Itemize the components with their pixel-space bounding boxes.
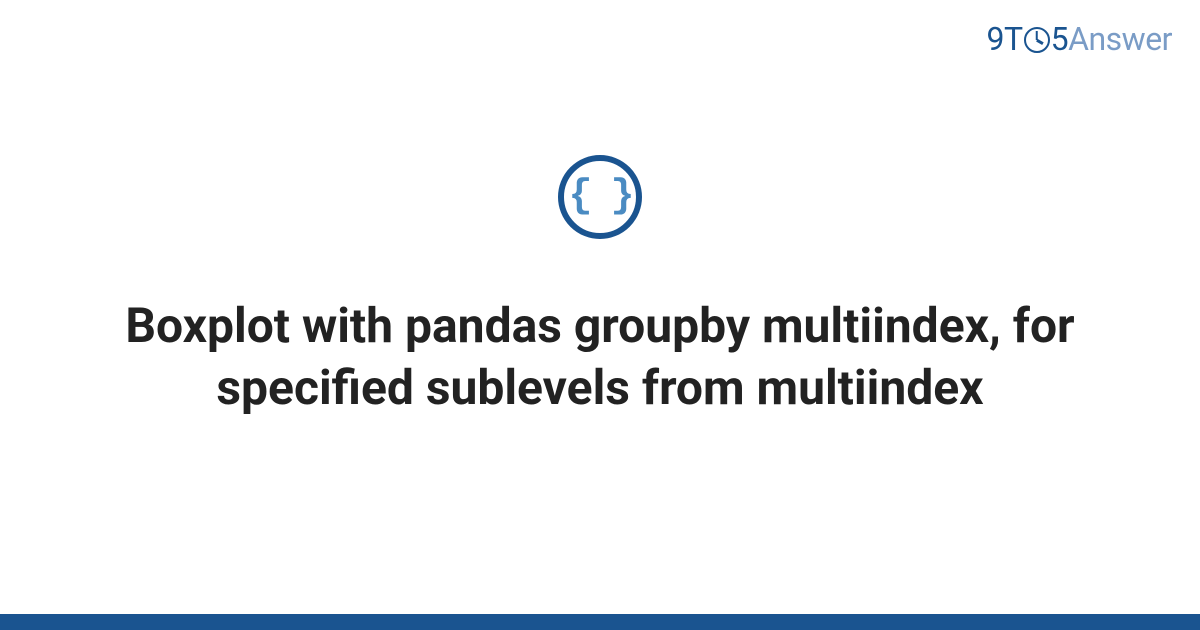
icon-circle: { } bbox=[558, 155, 642, 239]
brand-logo: 9T 5Answer bbox=[987, 20, 1172, 58]
brand-text-answer: Answer bbox=[1068, 20, 1172, 58]
page-title: Boxplot with pandas groupby multiindex, … bbox=[125, 295, 1075, 420]
bottom-accent-bar bbox=[0, 614, 1200, 630]
clock-icon bbox=[1024, 27, 1050, 53]
brand-text-5: 5 bbox=[1051, 20, 1068, 58]
code-braces-icon: { } bbox=[568, 177, 631, 217]
brand-text-9t: 9T bbox=[987, 20, 1023, 58]
topic-icon: { } bbox=[558, 155, 642, 239]
